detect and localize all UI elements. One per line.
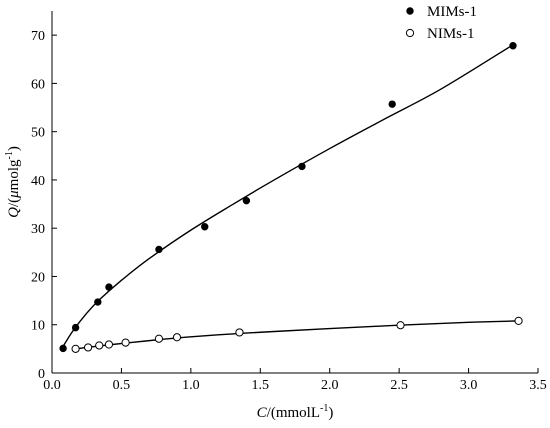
x-axis-title-close: ) <box>328 405 333 421</box>
data-point-mims-1 <box>242 196 251 205</box>
axes <box>51 11 538 374</box>
y-axis-title: Q/(μmolg-1) <box>4 146 22 218</box>
data-point-nims-1 <box>121 338 130 347</box>
data-point-mims-1 <box>388 100 396 108</box>
data-point-mims-1 <box>105 283 113 291</box>
y-axis-title-sup: -1 <box>4 151 15 159</box>
data-point-nims-1 <box>396 321 405 330</box>
y-tick-label: 10 <box>31 319 45 334</box>
legend-label-nims: NIMs-1 <box>427 26 475 42</box>
x-tick-label: 2.5 <box>390 378 408 393</box>
data-point-nims-1 <box>172 333 182 342</box>
data-point-mims-1 <box>201 223 209 231</box>
legend: MIMs-1 NIMs-1 <box>405 4 477 42</box>
x-tick-label: 3.0 <box>460 378 478 393</box>
y-axis-title-open: /( <box>6 198 22 207</box>
y-tick-label: 60 <box>31 77 45 92</box>
y-axis-title-mu: μ <box>6 190 22 199</box>
y-tick-label: 50 <box>31 126 45 141</box>
ticks: 0.0 0.5 1.0 1.5 2.0 2.5 3.0 3.5 0 10 20 30 40 50 60 70 <box>31 29 547 393</box>
data-point-mims-1 <box>94 298 102 306</box>
data-point-nims-1 <box>104 340 114 349</box>
data-point-nims-1 <box>71 344 80 353</box>
y-axis-title-close: ) <box>6 146 22 151</box>
data-point-mims-1 <box>71 323 80 332</box>
x-tick-label: 0.0 <box>43 378 61 393</box>
x-axis-title-sup: -1 <box>320 403 328 414</box>
y-tick-label: 40 <box>31 174 45 189</box>
x-tick-label: 1.5 <box>252 378 270 393</box>
legend-marker-nims <box>405 28 415 38</box>
fit-curves <box>62 44 519 351</box>
fit-curve-mims-1 <box>62 44 514 347</box>
x-tick-label: 2.0 <box>321 378 339 393</box>
legend-label-mims: MIMs-1 <box>427 4 477 20</box>
legend-marker-mims <box>406 7 414 15</box>
x-axis-title-unit: /(mmolL <box>267 405 320 421</box>
y-tick-label: 70 <box>31 29 45 44</box>
y-tick-label: 20 <box>31 270 45 285</box>
x-axis-title: C/(mmolL-1) <box>257 403 334 421</box>
y-tick-label: 0 <box>38 367 45 382</box>
x-tick-label: 1.0 <box>182 378 200 393</box>
y-axis-title-var: Q <box>6 207 22 218</box>
y-tick-label: 30 <box>31 222 45 237</box>
data-point-mims-1 <box>298 162 306 171</box>
data-point-nims-1 <box>84 343 93 352</box>
x-axis-title-var: C <box>257 405 268 421</box>
data-point-nims-1 <box>154 334 164 343</box>
data-point-nims-1 <box>95 341 104 350</box>
data-point-mims-1 <box>509 42 517 50</box>
y-axis-title-unit: molg <box>6 159 22 190</box>
x-tick-label: 0.5 <box>113 378 131 393</box>
data-point-mims-1 <box>59 344 67 353</box>
fit-curve-nims-1 <box>72 320 519 351</box>
data-points <box>59 42 523 353</box>
data-point-mims-1 <box>155 245 163 254</box>
data-point-nims-1 <box>514 316 523 325</box>
x-tick-label: 3.5 <box>529 378 547 393</box>
data-point-nims-1 <box>235 328 244 337</box>
